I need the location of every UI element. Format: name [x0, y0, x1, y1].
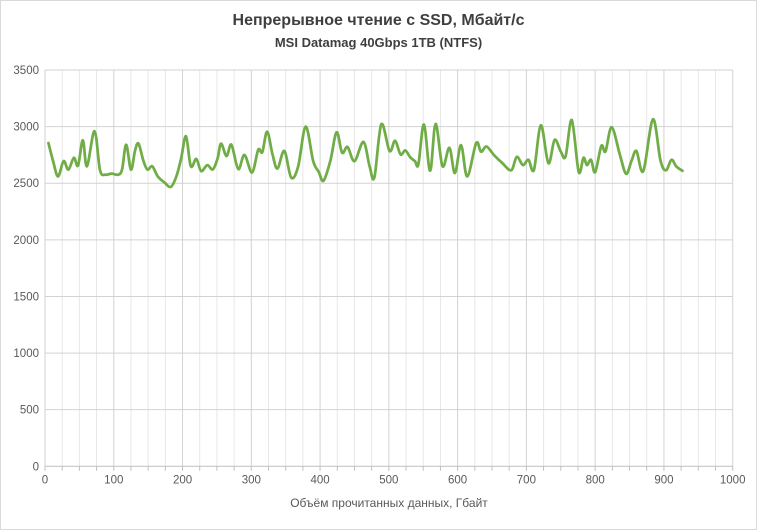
x-tick-label: 0 [42, 474, 48, 486]
y-tick-label: 2500 [13, 178, 39, 190]
x-tick-label: 400 [310, 474, 329, 486]
x-axis-title: Объём прочитанных данных, Гбайт [290, 496, 488, 510]
x-tick-label: 500 [379, 474, 398, 486]
x-tick-label: 600 [448, 474, 467, 486]
x-tick-label: 200 [173, 474, 192, 486]
x-tick-label: 700 [517, 474, 536, 486]
y-tick-label: 0 [33, 461, 39, 473]
y-tick-label: 3500 [13, 65, 39, 77]
chart-title: Непрерывное чтение с SSD, Мбайт/с [232, 12, 525, 29]
x-tick-label: 900 [654, 474, 673, 486]
y-tick-label: 500 [20, 405, 39, 417]
y-tick-label: 3000 [13, 122, 39, 134]
x-tick-label: 800 [586, 474, 605, 486]
x-tick-label: 100 [104, 474, 123, 486]
chart-subtitle: MSI Datamag 40Gbps 1TB (NTFS) [274, 35, 483, 50]
y-tick-label: 1500 [13, 291, 39, 303]
y-tick-label: 1000 [13, 348, 39, 360]
series-line [47, 117, 684, 189]
x-tick-label: 1000 [720, 474, 746, 486]
x-tick-label: 300 [242, 474, 261, 486]
y-tick-label: 2000 [13, 235, 39, 247]
